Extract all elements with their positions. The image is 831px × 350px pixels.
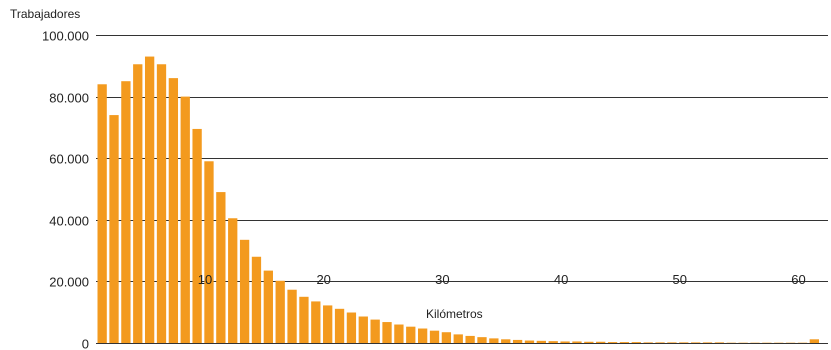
bar (702, 342, 713, 343)
bar (560, 341, 570, 343)
bar (572, 341, 582, 343)
bar (548, 341, 558, 343)
bar (631, 342, 641, 343)
bar (109, 115, 119, 343)
bar (394, 324, 404, 343)
bar (180, 96, 190, 343)
bar (417, 328, 428, 343)
bar (168, 78, 179, 344)
bar (489, 338, 499, 343)
bar (239, 239, 250, 343)
x-tick-label: 10 (198, 272, 212, 287)
bar (299, 296, 309, 343)
bar (809, 339, 819, 343)
bar (97, 84, 107, 343)
x-tick-label: 40 (554, 272, 568, 287)
bar (263, 270, 273, 343)
bar (691, 342, 701, 343)
bar (714, 342, 725, 343)
x-tick-label: 20 (316, 272, 330, 287)
bar (287, 289, 297, 343)
bar (204, 161, 214, 343)
bar (370, 319, 380, 343)
bar (382, 322, 392, 343)
bar (121, 81, 131, 343)
bar (465, 335, 475, 343)
bar (643, 342, 653, 343)
bar (275, 280, 285, 343)
bar (441, 332, 452, 343)
x-tick-label: 60 (791, 272, 805, 287)
y-tick-label: 20.000 (49, 275, 89, 290)
bar (501, 339, 511, 343)
bar (607, 342, 618, 343)
bar (144, 56, 155, 344)
bar (406, 326, 416, 343)
bar (228, 218, 238, 343)
y-tick-label: 100.000 (42, 29, 89, 44)
bar (311, 301, 321, 343)
bar (334, 308, 345, 343)
x-tick-label: 50 (673, 272, 687, 287)
bar (536, 340, 546, 343)
bar (512, 339, 523, 343)
y-tick-label: 0 (82, 337, 89, 350)
bar (323, 305, 333, 343)
bar (251, 256, 262, 343)
bar (667, 342, 677, 343)
bar (358, 316, 368, 343)
bar (346, 312, 357, 343)
bar (429, 330, 440, 343)
bar (584, 341, 594, 343)
bar (679, 342, 689, 343)
y-tick-label: 60.000 (49, 152, 89, 167)
y-tick-label: 80.000 (49, 91, 89, 106)
bar (216, 192, 226, 343)
bar (133, 64, 143, 343)
bar (596, 341, 606, 343)
bar (655, 342, 665, 343)
y-axis-title: Trabajadores (10, 7, 80, 21)
y-tick-label: 40.000 (49, 214, 89, 229)
x-axis-ticks: 10 20 30 40 50 60 (198, 272, 806, 287)
bar (453, 334, 463, 343)
bars (97, 56, 819, 344)
bar (619, 342, 630, 343)
y-axis-ticks: 0 20.000 40.000 60.000 80.000 100.000 (42, 29, 89, 350)
bar (524, 340, 535, 343)
x-axis-title: Kilómetros (426, 307, 483, 321)
bar (477, 337, 487, 343)
x-tick-label: 30 (435, 272, 449, 287)
bar (192, 128, 202, 343)
bar (156, 64, 167, 343)
